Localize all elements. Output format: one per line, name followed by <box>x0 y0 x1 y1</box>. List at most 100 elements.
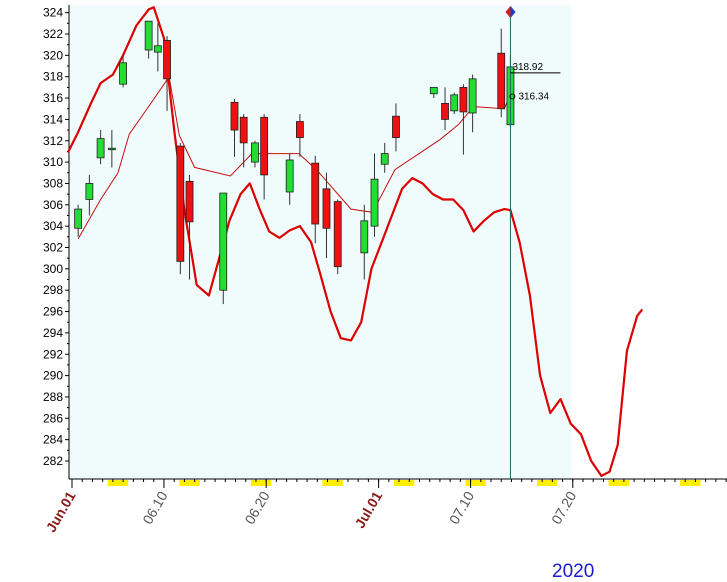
x-tick-label: 06.10 <box>139 488 170 527</box>
y-tick-label: 324 <box>43 6 63 20</box>
candle-body <box>311 162 320 225</box>
candle-body <box>450 94 459 112</box>
candle-body <box>468 78 477 114</box>
candle <box>441 87 449 131</box>
candle <box>459 84 468 155</box>
x-tick-label: 06.20 <box>241 488 272 527</box>
y-tick-label: 302 <box>43 241 63 255</box>
candle-body <box>144 20 153 51</box>
candle <box>163 36 171 111</box>
moving-average-line <box>77 75 511 240</box>
moving-average-series <box>77 75 511 240</box>
candle <box>429 86 438 99</box>
candle-body <box>163 40 171 80</box>
candle-body <box>230 101 239 131</box>
candle <box>239 114 248 168</box>
weekend-marker <box>250 480 262 486</box>
candle-body <box>219 192 228 291</box>
candle <box>119 55 127 88</box>
candle <box>322 172 331 259</box>
candle-body <box>185 180 194 223</box>
weekend-markers <box>107 480 701 486</box>
y-tick-label: 316 <box>43 91 63 105</box>
candle-body <box>74 208 83 229</box>
y-tick-label: 290 <box>43 369 63 383</box>
weekend-marker <box>618 480 629 486</box>
candle <box>497 28 506 118</box>
x-tick-label: 07.20 <box>548 488 579 527</box>
y-tick-label: 282 <box>43 454 63 468</box>
y-tick-label: 300 <box>43 262 63 276</box>
weekend-marker <box>690 480 701 486</box>
candle <box>450 92 459 115</box>
candle <box>219 192 228 305</box>
y-axis: 282 284 286 288 290 292 294 296 298 300 302 304 306 3… <box>43 5 70 479</box>
weekend-marker <box>393 480 405 486</box>
y-tick-label: 314 <box>43 112 63 126</box>
candle <box>251 140 259 168</box>
y-tick-label: 286 <box>43 411 63 425</box>
year-label: 2020 <box>552 561 594 582</box>
candle <box>96 130 105 165</box>
ma-value-label: 316.34 <box>518 91 549 102</box>
candle-body <box>459 86 468 113</box>
weekend-marker <box>322 480 333 486</box>
candle <box>144 20 153 59</box>
candle <box>311 155 320 244</box>
candle-body <box>153 45 162 53</box>
candle-body <box>176 145 185 262</box>
candle <box>360 204 369 280</box>
candle-body <box>441 102 449 120</box>
candle <box>260 114 269 200</box>
candle-body <box>96 138 105 159</box>
cursor-marker-blue <box>510 6 516 18</box>
y-tick-label: 288 <box>43 390 63 404</box>
y-tick-label: 310 <box>43 155 63 169</box>
candle <box>185 174 194 280</box>
plot-background <box>69 5 571 479</box>
candle-body <box>392 115 400 138</box>
candle-body <box>296 121 304 138</box>
x-tick-label: Jul.01 <box>351 488 385 531</box>
weekend-marker <box>608 480 619 486</box>
y-tick-label: 318 <box>43 70 63 84</box>
forecast-series <box>66 6 644 477</box>
y-tick-label: 312 <box>43 134 63 148</box>
weekend-marker <box>179 480 190 486</box>
candle <box>153 23 162 72</box>
weekend-marker <box>404 480 415 486</box>
ma-marker <box>509 93 516 100</box>
x-tick-label: 07.10 <box>446 488 477 527</box>
candle-body <box>322 188 331 229</box>
y-tick-label: 298 <box>43 283 63 297</box>
forecast-line <box>66 6 644 477</box>
close-value-label: 318.92 <box>512 62 543 73</box>
y-tick-label: 308 <box>43 176 63 190</box>
candle-body <box>370 178 379 227</box>
candle-body <box>107 147 116 151</box>
weekend-marker <box>189 480 200 486</box>
candle <box>176 142 185 275</box>
y-tick-label: 292 <box>43 347 63 361</box>
weekend-marker <box>475 480 486 486</box>
y-tick-label: 296 <box>43 305 63 319</box>
candle <box>107 130 116 168</box>
y-tick-label: 320 <box>43 48 63 62</box>
candle <box>285 153 294 205</box>
candle-body <box>285 159 294 193</box>
candle-body <box>119 62 127 85</box>
candle <box>370 153 379 237</box>
candle <box>468 74 477 133</box>
candle-body <box>429 86 438 95</box>
x-axis: Jun.01 06.10 06.20 Jul.01 07.10 07.20 <box>43 478 727 535</box>
candle-body <box>333 201 342 268</box>
candle-body <box>239 116 248 144</box>
cursor: 318.92 316.34 <box>505 6 561 479</box>
candle <box>85 174 94 216</box>
weekend-marker <box>547 480 558 486</box>
y-tick-label: 304 <box>43 219 63 233</box>
weekend-marker <box>117 480 129 486</box>
candle <box>230 99 239 157</box>
y-tick-label: 294 <box>43 326 63 340</box>
